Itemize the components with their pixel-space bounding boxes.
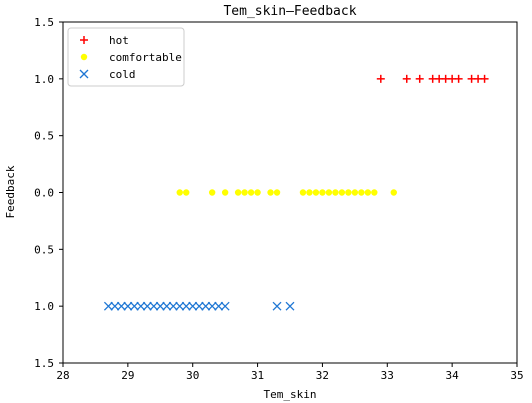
legend-marker-comfortable xyxy=(80,53,88,61)
data-point-comfortable xyxy=(351,189,359,196)
data-point-comfortable xyxy=(254,189,261,196)
data-point-comfortable xyxy=(221,189,229,196)
y-tick-label: 0.5 xyxy=(34,243,54,256)
y-axis-label: Feedback xyxy=(4,165,17,218)
legend-marker-hot xyxy=(80,36,88,44)
data-point-comfortable xyxy=(371,189,378,196)
x-tick-label: 28 xyxy=(56,369,69,382)
x-tick-label: 31 xyxy=(251,369,264,382)
x-tick-label: 30 xyxy=(186,369,199,382)
data-point-hot xyxy=(480,74,489,83)
y-tick-label: 0.0 xyxy=(34,187,54,200)
data-point-comfortable xyxy=(364,189,372,196)
data-point-hot xyxy=(454,74,463,83)
data-point-comfortable xyxy=(234,189,242,196)
y-tick-label: 1.0 xyxy=(34,73,54,86)
data-point-cold xyxy=(214,301,224,311)
data-point-comfortable xyxy=(176,189,183,196)
data-point-comfortable xyxy=(183,189,190,196)
data-point-comfortable xyxy=(267,189,274,196)
data-point-cold xyxy=(136,301,146,311)
x-tick-label: 35 xyxy=(510,369,523,382)
legend-label-cold: cold xyxy=(109,68,136,81)
data-point-cold xyxy=(285,301,295,311)
legend-box xyxy=(67,27,185,87)
data-point-comfortable xyxy=(241,189,248,196)
x-tick-label: 32 xyxy=(316,369,329,382)
data-point-cold xyxy=(168,301,178,311)
y-axis-ticks: 1.5 1.0 0.5 0.0 0.5 1.0 1.5 xyxy=(34,16,63,370)
data-point-hot xyxy=(415,74,424,83)
data-point-cold xyxy=(201,301,211,311)
data-point-comfortable xyxy=(306,189,313,196)
x-tick-label: 33 xyxy=(381,369,394,382)
data-point-cold xyxy=(123,301,133,311)
data-point-cold xyxy=(129,301,139,311)
legend-marker-cold xyxy=(79,69,89,79)
legend-label-hot: hot xyxy=(109,34,129,47)
data-point-comfortable xyxy=(299,189,307,196)
data-point-comfortable xyxy=(345,189,352,196)
y-tick-label: 1.5 xyxy=(34,16,54,29)
data-point-cold xyxy=(162,301,172,311)
data-point-cold xyxy=(149,301,159,311)
data-point-cold xyxy=(175,301,185,311)
data-point-cold xyxy=(116,301,126,311)
data-point-comfortable xyxy=(312,189,320,196)
data-point-comfortable xyxy=(358,189,365,196)
data-point-cold xyxy=(181,301,191,311)
y-tick-label: 1.0 xyxy=(34,300,54,313)
data-point-cold xyxy=(194,301,204,311)
data-point-comfortable xyxy=(338,189,346,196)
data-point-comfortable xyxy=(325,189,333,196)
data-point-cold xyxy=(207,301,217,311)
data-point-cold xyxy=(188,301,198,311)
data-point-cold xyxy=(220,301,230,311)
data-point-comfortable xyxy=(247,189,255,196)
data-point-hot xyxy=(402,74,411,83)
data-point-cold xyxy=(103,301,113,311)
legend: hot comfortable cold xyxy=(67,27,185,87)
data-point-hot xyxy=(376,74,385,83)
x-tick-label: 29 xyxy=(121,369,134,382)
data-point-comfortable xyxy=(273,189,281,196)
chart-title: Tem_skin—Feedback xyxy=(223,4,356,19)
data-point-comfortable xyxy=(390,189,397,196)
y-tick-label: 0.5 xyxy=(34,130,54,143)
data-point-cold xyxy=(155,301,165,311)
data-point-comfortable xyxy=(319,189,326,196)
data-points xyxy=(103,74,489,311)
x-tick-label: 34 xyxy=(446,369,460,382)
y-tick-label: 1.5 xyxy=(34,357,54,370)
data-point-cold xyxy=(110,301,120,311)
data-point-cold xyxy=(142,301,152,311)
x-axis-label: Tem_skin xyxy=(264,388,317,401)
data-point-comfortable xyxy=(208,189,216,196)
legend-label-comfortable: comfortable xyxy=(109,51,182,64)
x-axis-ticks: 28 29 30 31 32 33 34 35 xyxy=(56,363,524,382)
data-point-comfortable xyxy=(332,189,339,196)
data-point-cold xyxy=(272,301,282,311)
